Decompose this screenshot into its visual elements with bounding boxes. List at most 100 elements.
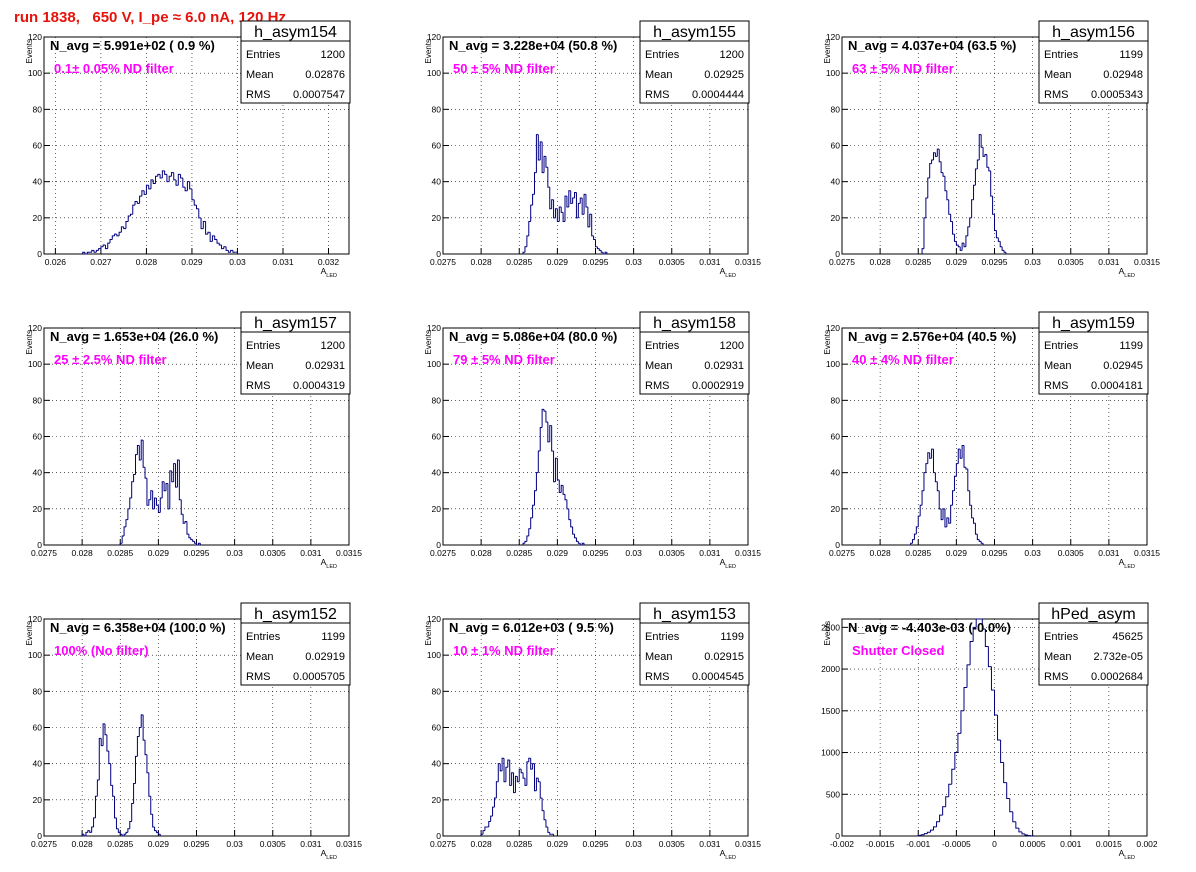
x-tick-label: 0.0275 <box>430 839 456 849</box>
histogram-bin <box>143 190 147 195</box>
histogram-bin <box>209 232 213 242</box>
histogram-bin <box>963 445 966 468</box>
navg-label: N_avg = 2.576e+04 (40.5 %) <box>848 329 1016 344</box>
histogram-bin <box>202 220 206 229</box>
histogram-bin <box>1015 821 1019 829</box>
histogram-bin <box>524 246 527 253</box>
histogram-bin <box>566 196 569 208</box>
x-tick-label: 0.0285 <box>506 839 532 849</box>
histogram-bin <box>178 460 182 501</box>
histogram-bin <box>121 535 125 544</box>
x-tick-label: 0.029 <box>946 548 968 558</box>
histogram-bin <box>129 497 132 509</box>
histogram-bin <box>136 736 140 757</box>
x-tick-label: 0.028 <box>470 548 492 558</box>
histogram-bin <box>507 759 510 768</box>
x-axis-label-subscript: LED <box>326 855 337 861</box>
histogram-bin <box>182 178 186 188</box>
histogram-bin <box>490 815 493 822</box>
x-tick-label: 0.03 <box>625 548 642 558</box>
histogram-bin <box>177 173 181 186</box>
x-axis-label: ALED <box>720 557 736 570</box>
x-tick-label: 0.028 <box>71 548 93 558</box>
histogram-name: h_asym154 <box>254 24 337 41</box>
histogram-bin <box>188 534 191 539</box>
histogram-bin <box>942 806 946 816</box>
histogram-bin <box>545 819 548 828</box>
histogram-bin <box>1009 798 1013 813</box>
histogram-bin <box>535 777 539 791</box>
histogram-bin <box>946 190 949 201</box>
histogram-bin <box>522 251 525 254</box>
histogram-bin <box>929 829 934 833</box>
histogram-bin <box>106 734 109 752</box>
x-tick-label: 0.028 <box>136 257 158 267</box>
x-tick-label: 0.0295 <box>583 257 609 267</box>
x-tick-label: 0.002 <box>1136 839 1158 849</box>
stat-label: Mean <box>1044 69 1072 81</box>
x-tick-label: 0.029 <box>547 548 569 558</box>
histogram-bin <box>955 463 959 477</box>
histogram-bin <box>152 814 155 828</box>
y-axis-label: Events <box>25 39 34 63</box>
navg-label: N_avg = 6.358e+04 (100.0 %) <box>50 620 226 635</box>
histogram-bin <box>104 244 108 250</box>
histogram-bin <box>976 534 980 541</box>
histogram-bin <box>974 168 978 186</box>
histogram-bin <box>933 449 936 474</box>
histogram-bin <box>920 834 925 836</box>
histogram-bin <box>530 517 533 529</box>
histogram-panel: 0.0275 0.028 0.0285 0.029 0.0295 0.03 0.0305 0.… <box>823 20 1160 279</box>
histogram-bin <box>516 776 520 783</box>
histogram-bin <box>152 490 155 510</box>
histogram-bin <box>957 732 961 753</box>
histogram-bin <box>144 740 147 756</box>
y-tick-label: 60 <box>831 432 841 442</box>
histogram-bin <box>157 832 161 835</box>
x-tick-label: 0.031 <box>699 548 721 558</box>
stat-label: Mean <box>645 360 673 372</box>
x-tick-label: -0.0015 <box>866 839 895 849</box>
histogram-bin <box>1001 246 1005 251</box>
histogram-panel: 0.0275 0.028 0.0285 0.029 0.0295 0.03 0.0305 0.… <box>823 311 1160 570</box>
x-tick-label: 0.0315 <box>735 839 761 849</box>
histogram-bin <box>146 754 149 774</box>
histogram-bin <box>591 214 594 237</box>
histogram-bin <box>84 252 88 255</box>
histogram-bin <box>480 833 484 836</box>
histogram-bin <box>139 195 142 204</box>
x-tick-label: 0.0285 <box>506 548 532 558</box>
y-tick-label: 120 <box>826 323 840 333</box>
histogram-bin <box>931 159 934 164</box>
histogram-bin <box>532 763 535 770</box>
y-tick-label: 60 <box>432 723 442 733</box>
histogram-bin <box>198 208 202 219</box>
stat-value: 0.0004181 <box>1091 380 1143 392</box>
histogram-bin <box>505 766 508 782</box>
histogram-bin <box>532 504 535 518</box>
x-axis-label: ALED <box>720 848 736 861</box>
y-tick-label: 0 <box>37 831 42 841</box>
histogram-bin <box>111 235 115 240</box>
histogram-bin <box>173 172 177 181</box>
y-tick-label: 40 <box>33 177 43 187</box>
histogram-bin <box>543 409 546 412</box>
histogram-bin <box>1027 835 1032 837</box>
histogram-bin <box>940 161 944 174</box>
stat-label: RMS <box>1044 89 1068 101</box>
histogram-bin <box>965 235 968 247</box>
histogram-bin <box>929 163 932 179</box>
histogram-bin <box>173 463 176 482</box>
histogram-bin <box>117 828 121 833</box>
x-tick-label: 0.03 <box>226 548 243 558</box>
histogram-bin <box>140 714 144 728</box>
histogram-bin <box>1012 811 1016 823</box>
x-axis-label: ALED <box>321 848 337 861</box>
stat-label: Mean <box>246 360 274 372</box>
x-tick-label: 0.0285 <box>107 548 133 558</box>
stat-label: Entries <box>246 631 281 643</box>
x-tick-label: 0.029 <box>181 257 203 267</box>
histogram-bin <box>530 204 533 222</box>
x-tick-label: 0.0295 <box>184 839 210 849</box>
x-tick-label: 0.0015 <box>1096 839 1122 849</box>
